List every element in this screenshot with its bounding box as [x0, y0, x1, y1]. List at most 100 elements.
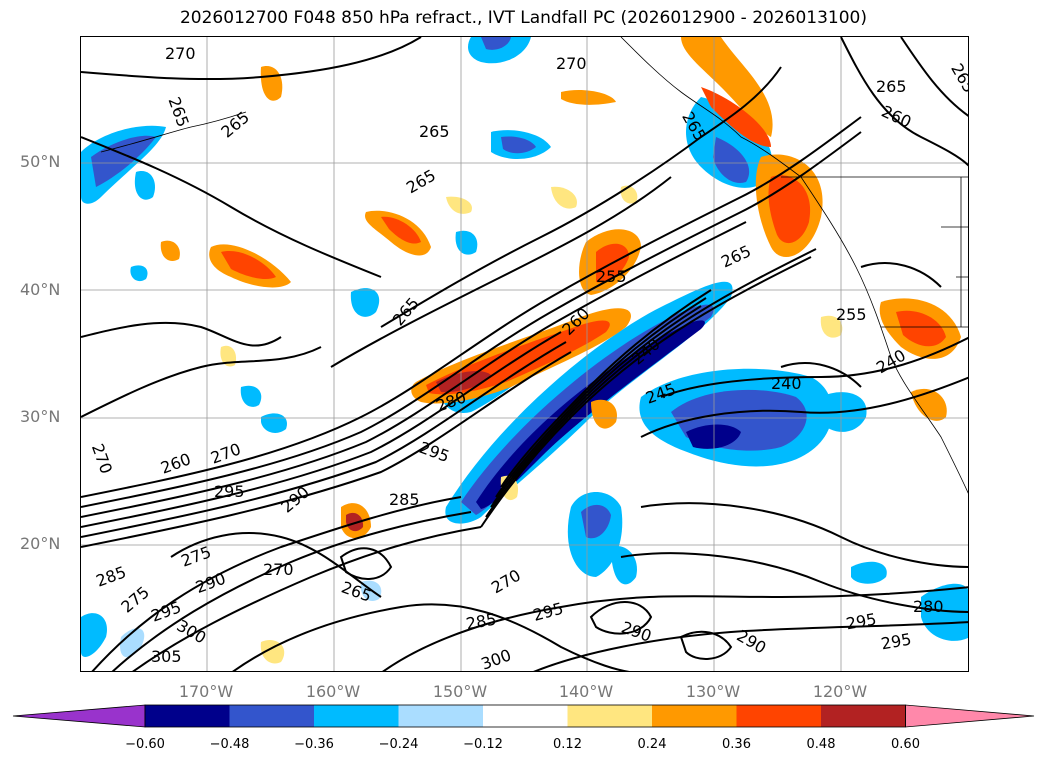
negative-region: [686, 424, 741, 449]
contour-label: 265: [718, 241, 754, 271]
negative-region: [134, 171, 156, 200]
positive-region: [561, 90, 616, 105]
colorbar-segment: [567, 705, 652, 727]
colorbar-tick-label: 0.24: [637, 737, 667, 752]
negative-region: [130, 265, 148, 282]
negative-region: [921, 583, 968, 641]
contour-label: 265: [217, 107, 253, 141]
lon-label: 120°W: [812, 682, 868, 701]
colorbar-outline: [144, 704, 906, 728]
positive-region: [346, 512, 364, 532]
contour-lines: [81, 37, 968, 671]
colorbar-tick-label: 0.36: [722, 737, 751, 752]
negative-region: [851, 561, 887, 584]
lat-label: 40°N: [20, 280, 61, 299]
negative-region: [455, 230, 478, 255]
negative-region: [581, 504, 611, 539]
lon-label: 170°W: [178, 682, 234, 701]
lon-label: 150°W: [432, 682, 488, 701]
colorbar-segment: [483, 705, 568, 727]
contour-label: 275: [117, 582, 153, 616]
contour-label: 270: [165, 44, 196, 63]
map-title: 2026012700 F048 850 hPa refract., IVT La…: [179, 8, 867, 28]
map-panel: 270 265 265 265 265 270 265 260 265 265 …: [80, 36, 969, 672]
contour-label: 260: [879, 102, 915, 132]
positive-region: [260, 66, 283, 101]
contour-label: 270: [488, 566, 524, 598]
colorbar-segments: [12, 704, 1035, 728]
negative-region: [481, 37, 511, 50]
negative-region: [240, 385, 262, 407]
lon-label: 160°W: [305, 682, 361, 701]
contour-label: 285: [93, 562, 128, 590]
colorbar-segment: [314, 705, 399, 727]
colorbar-segment: [821, 705, 906, 727]
positive-region: [160, 240, 180, 262]
contour-label: 270: [556, 54, 587, 73]
contour-label: 240: [873, 346, 909, 378]
negative-region: [501, 136, 536, 154]
contour-label: 305: [151, 647, 182, 666]
contour-label: 290: [193, 569, 228, 597]
colorbar-tick-label: −0.36: [294, 737, 334, 752]
positive-region: [768, 175, 811, 244]
positive-region: [620, 185, 638, 204]
colorbar-extend-max: [905, 704, 1035, 728]
negative-region: [611, 546, 637, 585]
graticule: [81, 37, 968, 671]
lon-label: 140°W: [558, 682, 614, 701]
negative-region: [350, 288, 380, 317]
positive-region: [911, 388, 947, 421]
coastlines: [100, 37, 968, 494]
contour-label: 270: [208, 439, 243, 467]
colorbar: [12, 704, 1035, 728]
colorbar-extend-min: [12, 704, 146, 728]
contour-label: 280: [913, 597, 944, 616]
colorbar-tick-label: 0.12: [553, 737, 582, 752]
contour-label: 285: [464, 609, 497, 633]
contour-label: 295: [417, 438, 452, 466]
shaded-anomalies: [81, 37, 968, 664]
colorbar-segment: [736, 705, 821, 727]
positive-region: [820, 315, 843, 338]
positive-region: [896, 310, 946, 347]
colorbar-tick-label: 0.60: [891, 737, 920, 752]
contour-label: 255: [596, 267, 627, 286]
contour-label: 285: [389, 490, 420, 509]
negative-region: [81, 613, 107, 657]
colorbar-tick-label: 0.48: [806, 737, 836, 752]
contour-label: 270: [263, 560, 294, 579]
contour-label: 265: [947, 60, 969, 96]
negative-region: [476, 320, 705, 509]
lat-label: 50°N: [20, 152, 61, 171]
positive-region: [446, 196, 472, 214]
positive-region: [551, 186, 577, 209]
map-canvas: 270 265 265 265 265 270 265 260 265 265 …: [81, 37, 969, 671]
contour-label: 295: [879, 629, 912, 653]
negative-region: [686, 97, 773, 188]
colorbar-segment: [652, 705, 737, 727]
colorbar-tick-label: −0.24: [378, 737, 419, 752]
colorbar-segment: [398, 705, 483, 727]
contour-label: 240: [771, 374, 802, 393]
colorbar-tick-label: −0.48: [209, 737, 250, 752]
negative-region: [261, 413, 287, 433]
contour-label: 265: [419, 122, 450, 141]
positive-region: [220, 345, 237, 367]
contour-label: 275: [178, 542, 213, 570]
contour-label: 295: [531, 599, 565, 625]
lat-label: 20°N: [20, 534, 61, 553]
contour-label: 270: [88, 441, 116, 476]
positive-region: [591, 399, 617, 429]
contour-label: 265: [876, 77, 907, 96]
positive-region: [221, 251, 276, 280]
lat-label: 30°N: [20, 407, 61, 426]
positive-region: [681, 37, 773, 137]
colorbar-segment: [145, 705, 230, 727]
positive-region: [381, 216, 421, 244]
contour-label: 265: [403, 166, 439, 198]
negative-region: [713, 137, 750, 183]
contour-label: 265: [165, 94, 193, 129]
contour-label: 255: [836, 305, 867, 324]
contour-label: 290: [277, 482, 313, 516]
